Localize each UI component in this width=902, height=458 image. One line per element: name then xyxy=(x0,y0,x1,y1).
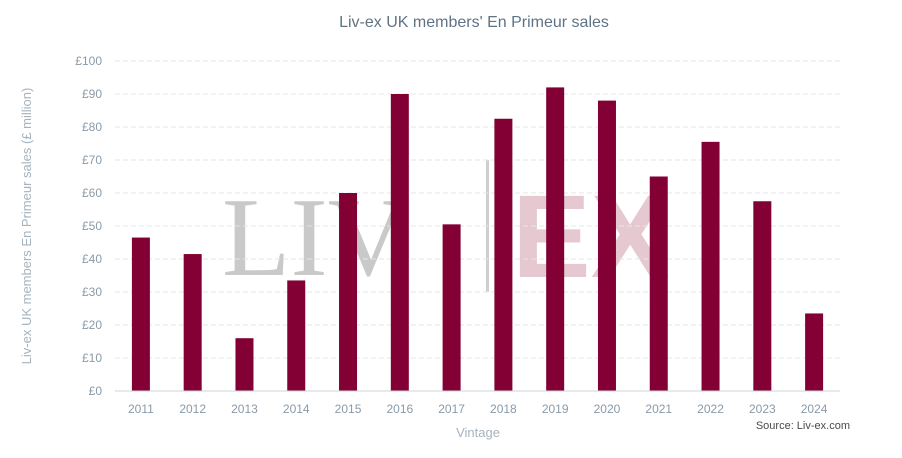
y-tick-label: £50 xyxy=(82,219,102,233)
y-tick-label: £0 xyxy=(89,384,103,398)
x-tick-label: 2017 xyxy=(438,402,465,416)
x-tick-label: 2020 xyxy=(594,402,621,416)
x-axis-title: Vintage xyxy=(456,425,500,440)
y-tick-label: £40 xyxy=(82,252,102,266)
y-axis-ticks: £0 £10 £20 £30 £40 £50 £60 £70 £80 £90 £100 xyxy=(75,54,102,398)
y-tick-label: £90 xyxy=(82,87,102,101)
y-tick-label: £100 xyxy=(75,54,102,68)
chart-title: Liv-ex UK members' En Primeur sales xyxy=(339,14,609,31)
bar-2024 xyxy=(805,313,824,391)
bar-2015 xyxy=(339,193,358,391)
bar-2023 xyxy=(753,201,772,391)
bar-2012 xyxy=(183,254,202,391)
x-tick-label: 2012 xyxy=(179,402,206,416)
x-tick-label: 2023 xyxy=(749,402,776,416)
y-tick-label: £20 xyxy=(82,318,102,332)
bar-2022 xyxy=(701,141,720,391)
x-tick-label: 2021 xyxy=(645,402,672,416)
x-tick-label: 2019 xyxy=(542,402,569,416)
y-tick-label: £80 xyxy=(82,120,102,134)
watermark-ex-text: EX xyxy=(512,171,669,303)
watermark-liv-text: LIV xyxy=(222,176,409,300)
bar-2021 xyxy=(649,176,668,391)
y-tick-label: £10 xyxy=(82,351,102,365)
bar-2014 xyxy=(287,280,306,391)
y-tick-label: £30 xyxy=(82,285,102,299)
bar-2018 xyxy=(494,118,513,391)
x-axis-ticks: 2011 2012 2013 2014 2015 2016 2017 2018 2019 2020… xyxy=(128,402,828,416)
bar-2019 xyxy=(546,87,565,392)
x-tick-label: 2018 xyxy=(490,402,517,416)
bar-2011 xyxy=(131,237,150,391)
y-tick-label: £60 xyxy=(82,186,102,200)
x-tick-label: 2022 xyxy=(697,402,724,416)
x-tick-label: 2024 xyxy=(801,402,828,416)
bars xyxy=(131,87,824,392)
y-axis-title: Liv-ex UK members En Primeur sales (£ mi… xyxy=(19,88,34,365)
source-note: Source: Liv-ex.com xyxy=(756,420,850,432)
x-tick-label: 2013 xyxy=(231,402,258,416)
x-tick-label: 2014 xyxy=(283,402,310,416)
bar-2013 xyxy=(235,338,254,391)
bar-2017 xyxy=(442,224,461,391)
bar-2020 xyxy=(597,100,616,391)
x-tick-label: 2016 xyxy=(386,402,413,416)
y-tick-label: £70 xyxy=(82,153,102,167)
x-tick-label: 2015 xyxy=(335,402,362,416)
bar-2016 xyxy=(390,94,409,391)
x-tick-label: 2011 xyxy=(128,402,154,416)
